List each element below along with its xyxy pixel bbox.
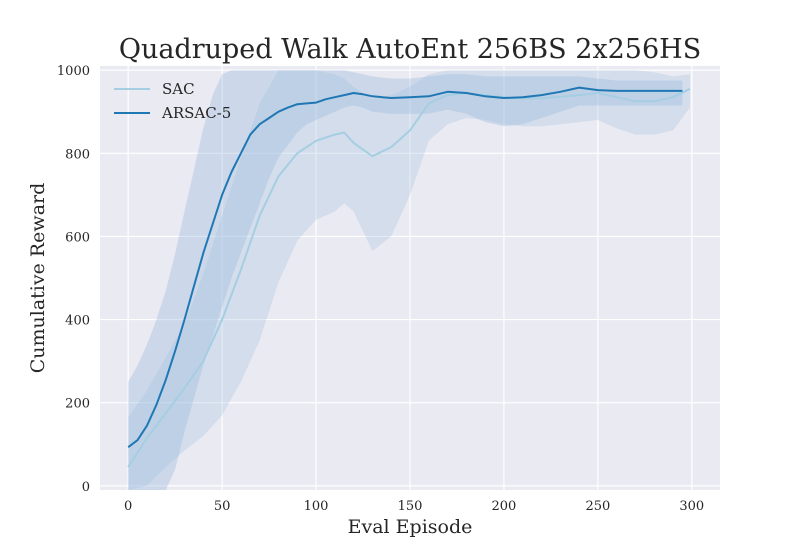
legend-label-sac: SAC (162, 80, 195, 98)
y-tick-label: 600 (65, 230, 90, 245)
band-sac (128, 70, 690, 490)
y-tick-label: 1000 (57, 64, 90, 79)
chart-title: Quadruped Walk AutoEnt 256BS 2x256HS (119, 34, 701, 65)
line-arsac-5 (127, 86, 683, 448)
x-tick-label: 200 (492, 499, 517, 514)
x-ticks: 0 50 100 150 200 250 300 (124, 499, 704, 514)
y-axis-label: Cumulative Reward (27, 183, 49, 374)
y-tick-label: 400 (65, 314, 90, 329)
x-tick-label: 300 (679, 499, 704, 514)
x-tick-label: 100 (304, 499, 329, 514)
y-tick-label: 200 (65, 397, 90, 412)
legend: SAC ARSAC-5 (114, 80, 231, 122)
y-tick-label: 0 (82, 480, 90, 495)
x-axis-label: Eval Episode (348, 516, 473, 538)
y-tick-label: 800 (65, 147, 90, 162)
line-sac (127, 88, 691, 468)
grid (100, 66, 720, 490)
series-lines (127, 86, 691, 468)
x-tick-label: 0 (124, 499, 132, 514)
x-tick-label: 150 (398, 499, 423, 514)
confidence-bands (128, 70, 690, 490)
y-ticks: 0 200 400 600 800 1000 (57, 64, 90, 495)
x-tick-label: 50 (214, 499, 231, 514)
legend-label-arsac: ARSAC-5 (161, 104, 231, 122)
x-tick-label: 250 (585, 499, 610, 514)
band-arsac-5 (128, 70, 683, 490)
